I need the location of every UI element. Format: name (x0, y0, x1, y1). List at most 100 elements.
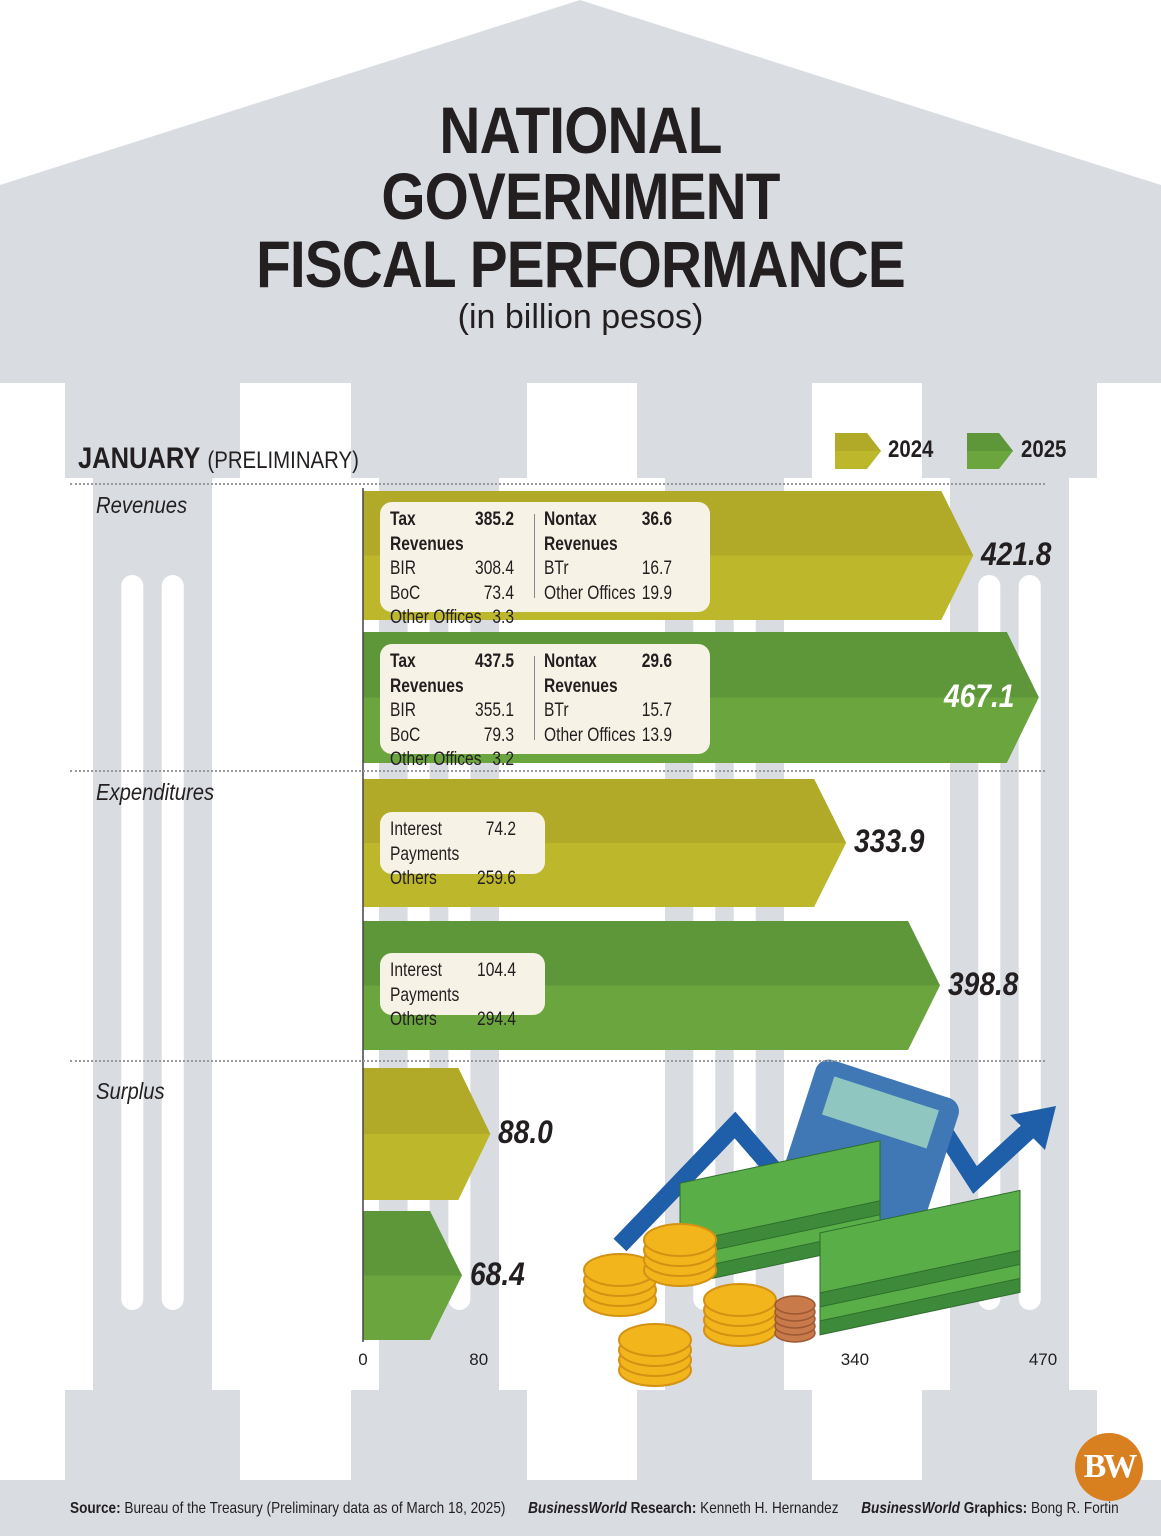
breakdown-row: BIR 355.1 (390, 699, 514, 724)
research-label: Research: (626, 1500, 697, 1517)
category-revenues: Revenues (96, 492, 188, 518)
breakdown-row: BIR 308.4 (390, 557, 514, 582)
breakdown-value: 3.2 (492, 749, 515, 770)
column-groove (161, 575, 184, 1310)
pediment (0, 0, 1161, 383)
breakdown-label: BIR (390, 700, 416, 721)
column-base (637, 1390, 812, 1480)
value-label: 68.4 (469, 1255, 525, 1292)
breakdown-row: Other Offices 19.9 (544, 582, 672, 607)
legend-swatch-shade (835, 433, 881, 451)
breakdown-label: Interest Payments (390, 960, 460, 1006)
breakdown-value: 15.7 (641, 700, 673, 721)
column-capital (351, 383, 527, 478)
floor (0, 1480, 1161, 1536)
legend-swatch-shade (967, 433, 1013, 451)
divider (70, 1060, 1045, 1062)
bar-shade (363, 1211, 462, 1276)
column-capital (637, 383, 812, 478)
breakdown-row: Nontax Revenues 29.6 (544, 650, 672, 699)
breakdown-row: Tax Revenues 385.2 (390, 508, 514, 557)
x-tick-label: 0 (358, 1350, 368, 1369)
breakdown-row: Other Offices 13.9 (544, 724, 672, 749)
separator (534, 514, 535, 598)
businessworld-logo: BW (1075, 1433, 1143, 1501)
breakdown-value: 13.9 (641, 724, 673, 746)
graphics: Bong R. Fortin (1027, 1500, 1119, 1517)
breakdown-value: 104.4 (477, 960, 517, 981)
legend-label-2025: 2025 (1021, 436, 1067, 463)
period-label: JANUARY (PRELIMINARY) (78, 442, 359, 476)
category-expenditures: Expenditures (96, 779, 215, 805)
breakdown-label: Other Offices (544, 582, 636, 604)
category-surplus: Surplus (96, 1078, 165, 1104)
column-groove (121, 575, 144, 1310)
month: JANUARY (78, 442, 201, 475)
brand: BusinessWorld (861, 1500, 960, 1517)
calculator-screen (821, 1076, 939, 1149)
value-label: 333.9 (854, 823, 925, 859)
legend-label-2024: 2024 (888, 436, 934, 463)
breakdown-label: Other Offices (390, 607, 482, 628)
breakdown-row: BoC 73.4 (390, 582, 514, 607)
title-line-2: GOVERNMENT (381, 159, 780, 233)
breakdown-value: 3.3 (492, 607, 515, 628)
breakdown-label: Other Offices (390, 749, 482, 770)
x-tick-label: 470 (1028, 1350, 1058, 1369)
period-note: (PRELIMINARY) (207, 447, 359, 474)
breakdown-row: Others 259.6 (390, 867, 516, 892)
column-capital (65, 383, 240, 478)
breakdown-label: Interest Payments (390, 819, 460, 865)
breakdown-label: BIR (390, 558, 416, 579)
title-line-1: NATIONAL (439, 93, 722, 167)
breakdown-value: 36.6 (641, 509, 673, 530)
breakdown-row: Interest Payments 74.2 (390, 818, 516, 867)
breakdown-value: 355.1 (475, 700, 515, 721)
source: Bureau of the Treasury (Preliminary data… (120, 1500, 506, 1517)
column-capital (922, 383, 1097, 478)
breakdown-label: Nontax Revenues (544, 509, 618, 555)
breakdown-value: 79.3 (483, 724, 515, 746)
column-shaft (93, 478, 212, 1390)
coin-icon (703, 1283, 777, 1317)
breakdown-value: 73.4 (483, 582, 515, 604)
source-label: Source: (70, 1500, 121, 1517)
breakdown-label: Nontax Revenues (544, 651, 618, 697)
breakdown-value: 385.2 (475, 509, 515, 530)
breakdown-value: 74.2 (485, 819, 517, 840)
breakdown-row: BTr 15.7 (544, 699, 672, 724)
breakdown-row: Tax Revenues 437.5 (390, 650, 514, 699)
breakdown-box-expenditures_2024: Interest Payments 74.2 Others 259.6 (380, 812, 545, 889)
breakdown-label: Tax Revenues (390, 651, 464, 697)
coin-icon (618, 1323, 692, 1357)
copper-coin-icon (774, 1295, 816, 1315)
separator (534, 656, 535, 740)
breakdown-label: Other Offices (544, 724, 636, 746)
arrow-head (1010, 1106, 1056, 1150)
divider (70, 483, 1045, 485)
breakdown-value: 259.6 (477, 868, 517, 889)
breakdown-row: BoC 79.3 (390, 724, 514, 749)
column-base (922, 1390, 1097, 1480)
breakdown-box-revenues_2024: Tax Revenues 385.2 BIR 308.4 BoC 73.4 Other Of… (380, 502, 710, 628)
breakdown-label: BoC (390, 724, 421, 746)
column-base (351, 1390, 527, 1480)
column-base (65, 1390, 240, 1480)
breakdown-box-revenues_2025: Tax Revenues 437.5 BIR 355.1 BoC 79.3 Other Of… (380, 644, 710, 770)
value-label: 467.1 (943, 677, 1015, 714)
title-line-3: FISCAL PERFORMANCE (256, 227, 906, 301)
value-label: 88.0 (498, 1114, 554, 1150)
breakdown-row: Other Offices 3.3 (390, 606, 514, 631)
breakdown-row: Others 294.4 (390, 1008, 516, 1033)
breakdown-label: BTr (544, 700, 569, 721)
subtitle: (in billion pesos) (457, 298, 704, 336)
breakdown-label: Tax Revenues (390, 509, 464, 555)
money-stack-icon (819, 1189, 1021, 1294)
breakdown-value: 437.5 (475, 651, 515, 672)
breakdown-label: BTr (544, 558, 569, 579)
breakdown-row: BTr 16.7 (544, 557, 672, 582)
value-label: 398.8 (947, 965, 1019, 1002)
breakdown-row: Interest Payments 104.4 (390, 959, 516, 1008)
graphics-label: Graphics: (959, 1500, 1028, 1517)
